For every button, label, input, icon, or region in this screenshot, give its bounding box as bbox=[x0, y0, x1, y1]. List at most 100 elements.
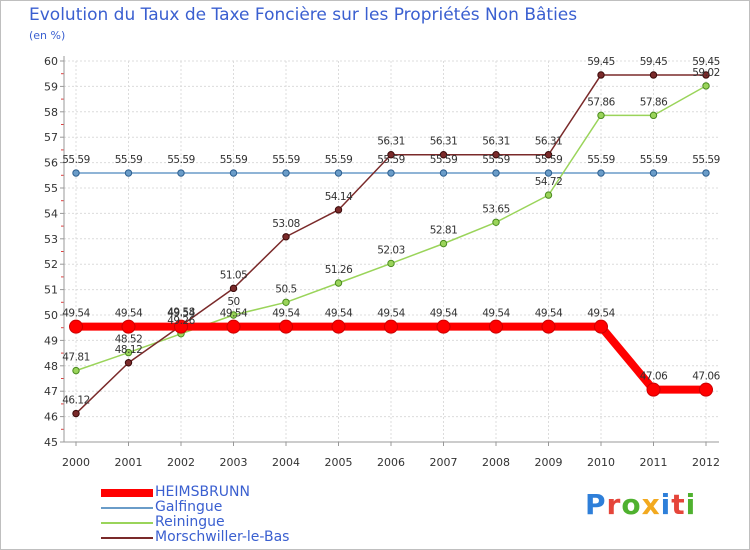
data-point-galfingue bbox=[597, 169, 605, 177]
data-label-heimsbrunn: 49.54 bbox=[430, 308, 458, 320]
data-label-heimsbrunn: 49.54 bbox=[587, 308, 615, 320]
data-label-heimsbrunn: 49.54 bbox=[535, 308, 563, 320]
x-tick-label: 2009 bbox=[535, 456, 563, 469]
y-tick-label: 60 bbox=[44, 55, 58, 68]
data-label-morschwiller-le-bas: 56.31 bbox=[377, 136, 405, 148]
data-label-reiningue: 50.5 bbox=[275, 283, 296, 295]
data-point-reiningue bbox=[544, 191, 553, 199]
data-label-reiningue: 49.26 bbox=[167, 315, 195, 327]
y-tick-label: 50 bbox=[44, 309, 58, 322]
grid bbox=[64, 60, 719, 443]
data-point-reiningue bbox=[282, 298, 290, 306]
data-point-heimsbrunn bbox=[331, 319, 346, 334]
data-point-reiningue bbox=[229, 311, 238, 319]
x-tick-label: 2007 bbox=[430, 456, 458, 469]
legend-swatch bbox=[101, 522, 153, 524]
data-label-reiningue: 47.81 bbox=[62, 352, 90, 364]
data-point-morschwiller-le-bas bbox=[334, 206, 343, 214]
data-point-reiningue bbox=[387, 259, 395, 268]
legend-label: Reiningue bbox=[155, 514, 225, 530]
data-label-galfingue: 55.59 bbox=[535, 154, 563, 166]
logo-letter: i bbox=[685, 488, 697, 521]
data-label-galfingue: 55.59 bbox=[692, 154, 720, 166]
logo-letter: i bbox=[660, 488, 672, 521]
data-point-morschwiller-le-bas bbox=[387, 151, 395, 159]
data-point-reiningue bbox=[124, 348, 133, 357]
data-label-galfingue: 55.59 bbox=[272, 154, 300, 166]
data-label-morschwiller-le-bas: 48.12 bbox=[115, 344, 143, 356]
x-tick-label: 2008 bbox=[482, 456, 510, 469]
data-labels: 49.54 49.54 49.54 49.54 49.54 49.54 49.54 49.54… bbox=[62, 56, 721, 407]
data-label-morschwiller-le-bas: 56.31 bbox=[482, 136, 510, 148]
legend-swatch bbox=[101, 537, 153, 539]
data-point-heimsbrunn bbox=[279, 319, 293, 334]
series-group bbox=[69, 71, 713, 418]
data-label-heimsbrunn: 49.54 bbox=[272, 308, 300, 320]
logo-letter: P bbox=[585, 488, 607, 521]
data-point-galfingue bbox=[282, 169, 290, 177]
data-point-morschwiller-le-bas bbox=[439, 151, 448, 159]
data-label-galfingue: 55.59 bbox=[220, 154, 248, 166]
data-point-reiningue bbox=[649, 111, 658, 120]
x-tick-label: 2010 bbox=[587, 456, 615, 469]
data-point-heimsbrunn bbox=[541, 319, 556, 334]
data-label-morschwiller-le-bas: 59.45 bbox=[587, 56, 615, 68]
data-label-reiningue: 52.81 bbox=[430, 225, 458, 237]
data-point-heimsbrunn bbox=[69, 319, 83, 334]
unit-label: (en %) bbox=[29, 29, 66, 42]
data-label-heimsbrunn: 47.06 bbox=[640, 371, 668, 383]
data-label-galfingue: 55.59 bbox=[430, 154, 458, 166]
data-label-galfingue: 55.59 bbox=[482, 154, 510, 166]
data-label-heimsbrunn: 49.54 bbox=[482, 308, 510, 320]
y-tick-label: 53 bbox=[44, 233, 58, 246]
axes: 45 46 47 48 49 50 51 52 53 54 55 56 57 58 59 60 2000 2001… bbox=[44, 55, 720, 469]
y-tick-label: 49 bbox=[44, 334, 58, 347]
legend-label: HEIMSBRUNN bbox=[155, 484, 250, 500]
x-tick-label: 2002 bbox=[167, 456, 195, 469]
legend-label: Galfingue bbox=[155, 499, 223, 515]
data-point-heimsbrunn bbox=[489, 319, 503, 334]
data-point-galfingue bbox=[544, 169, 553, 177]
y-tick-label: 55 bbox=[44, 182, 58, 195]
legend-label: Morschwiller-le-Bas bbox=[155, 529, 290, 545]
data-label-heimsbrunn: 49.54 bbox=[167, 308, 195, 320]
x-tick-label: 2005 bbox=[325, 456, 353, 469]
logo-letter: o bbox=[621, 488, 642, 521]
data-point-reiningue bbox=[597, 111, 605, 120]
data-point-morschwiller-le-bas bbox=[597, 71, 605, 79]
y-tick-label: 46 bbox=[44, 411, 58, 424]
data-label-reiningue: 57.86 bbox=[640, 96, 668, 108]
x-tick-label: 2003 bbox=[220, 456, 248, 469]
y-tick-label: 54 bbox=[44, 207, 58, 220]
y-tick-label: 48 bbox=[44, 360, 58, 373]
data-point-heimsbrunn bbox=[594, 319, 608, 334]
data-label-morschwiller-le-bas: 56.31 bbox=[430, 136, 458, 148]
data-point-galfingue bbox=[492, 169, 500, 177]
x-tick-label: 2012 bbox=[692, 456, 720, 469]
data-label-galfingue: 55.59 bbox=[62, 154, 90, 166]
data-label-heimsbrunn: 49.54 bbox=[377, 308, 405, 320]
y-tick-label: 56 bbox=[44, 157, 58, 170]
data-label-morschwiller-le-bas: 54.14 bbox=[325, 191, 353, 203]
x-tick-label: 2004 bbox=[272, 456, 300, 469]
proxiti-logo: Proxiti bbox=[585, 488, 696, 521]
data-point-reiningue bbox=[702, 82, 710, 90]
data-point-heimsbrunn bbox=[436, 319, 451, 334]
y-tick-label: 57 bbox=[44, 131, 58, 144]
data-point-morschwiller-le-bas bbox=[492, 151, 500, 159]
data-label-reiningue: 53.65 bbox=[482, 203, 510, 215]
data-label-reiningue: 50 bbox=[227, 296, 239, 308]
data-point-galfingue bbox=[124, 169, 133, 177]
data-point-galfingue bbox=[649, 169, 658, 177]
data-point-morschwiller-le-bas bbox=[229, 284, 238, 293]
data-label-heimsbrunn: 49.54 bbox=[62, 308, 90, 320]
data-point-reiningue bbox=[439, 239, 448, 248]
logo-letter: t bbox=[671, 488, 686, 521]
data-point-reiningue bbox=[334, 279, 343, 287]
data-label-morschwiller-le-bas: 59.45 bbox=[692, 56, 720, 68]
x-tick-label: 2001 bbox=[115, 456, 143, 469]
data-label-reiningue: 51.26 bbox=[325, 264, 353, 276]
data-point-reiningue bbox=[72, 366, 80, 375]
y-tick-label: 51 bbox=[44, 284, 58, 297]
data-label-morschwiller-le-bas: 49.58 bbox=[167, 307, 195, 319]
